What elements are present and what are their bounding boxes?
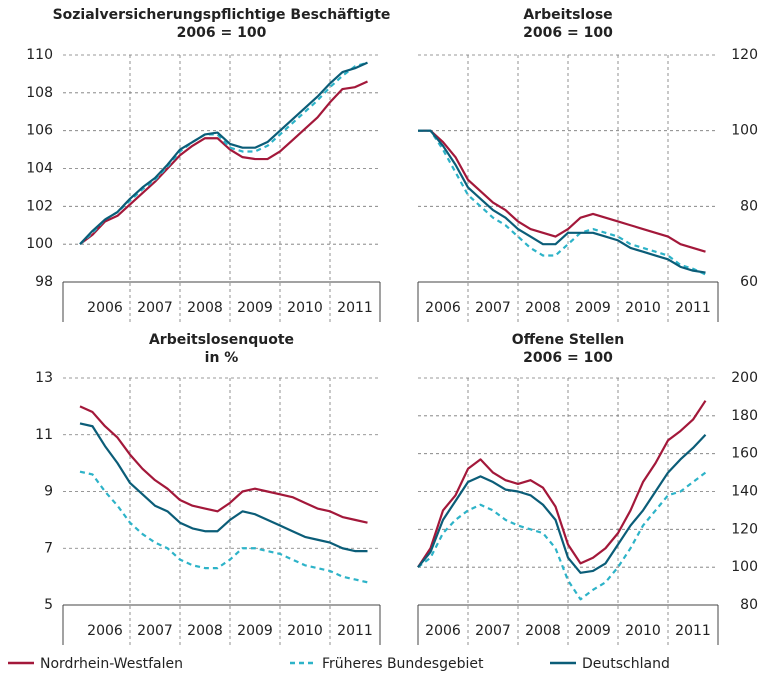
x-tick-label: 2009 xyxy=(575,623,611,639)
x-tick-label: 2011 xyxy=(675,623,711,639)
series-line xyxy=(79,422,368,553)
y-tick-label: 100 xyxy=(731,123,758,139)
x-tick-label: 2009 xyxy=(237,623,273,639)
y-tick-label: 180 xyxy=(731,408,758,424)
series-line xyxy=(418,129,706,274)
x-tick-label: 2006 xyxy=(87,300,123,316)
x-tick-label: 2010 xyxy=(287,623,323,639)
series-line xyxy=(417,471,707,601)
y-tick-label: 104 xyxy=(26,161,53,177)
x-tick-label: 2007 xyxy=(475,300,511,316)
y-tick-label: 7 xyxy=(44,540,53,556)
y-tick-label: 98 xyxy=(35,274,53,290)
y-tick-label: 80 xyxy=(740,198,758,214)
legend-label: Nordrhein-Westfalen xyxy=(40,656,183,672)
x-tick-label: 2011 xyxy=(337,300,373,316)
chart-title: Arbeitslosenquote xyxy=(149,332,294,348)
x-tick-label: 2008 xyxy=(525,623,561,639)
y-tick-label: 9 xyxy=(44,484,53,500)
series-line xyxy=(79,405,368,524)
x-tick-label: 2008 xyxy=(525,300,561,316)
x-tick-label: 2007 xyxy=(475,623,511,639)
x-tick-label: 2008 xyxy=(187,300,223,316)
x-tick-label: 2007 xyxy=(137,300,173,316)
chart-subtitle: 2006 = 100 xyxy=(523,25,613,41)
y-tick-label: 13 xyxy=(35,370,53,386)
series-line xyxy=(79,61,368,245)
y-tick-label: 80 xyxy=(740,597,758,613)
chart-subtitle: 2006 = 100 xyxy=(523,350,613,366)
x-tick-label: 2010 xyxy=(625,300,661,316)
series-line xyxy=(418,129,706,276)
chart-title: Offene Stellen xyxy=(512,332,624,348)
chart-subtitle: in % xyxy=(205,350,239,366)
x-tick-label: 2010 xyxy=(625,623,661,639)
chart-title: Arbeitslose xyxy=(523,7,612,23)
y-tick-label: 110 xyxy=(26,47,53,63)
series-line xyxy=(79,80,368,246)
y-tick-label: 108 xyxy=(26,85,53,101)
series-line xyxy=(417,400,707,568)
series-line xyxy=(418,129,706,253)
series-line xyxy=(79,470,368,584)
x-tick-label: 2006 xyxy=(425,300,461,316)
y-tick-label: 5 xyxy=(44,597,53,613)
x-tick-label: 2008 xyxy=(187,623,223,639)
x-tick-label: 2006 xyxy=(425,623,461,639)
legend-label: Früheres Bundesgebiet xyxy=(322,656,484,672)
chart-subtitle: 2006 = 100 xyxy=(177,25,267,41)
x-tick-label: 2011 xyxy=(675,300,711,316)
x-tick-label: 2009 xyxy=(575,300,611,316)
x-tick-label: 2007 xyxy=(137,623,173,639)
x-tick-label: 2011 xyxy=(337,623,373,639)
y-tick-label: 100 xyxy=(26,236,53,252)
y-tick-label: 60 xyxy=(740,274,758,290)
x-tick-label: 2006 xyxy=(87,623,123,639)
y-tick-label: 160 xyxy=(731,446,758,462)
y-tick-label: 102 xyxy=(26,198,53,214)
x-tick-label: 2009 xyxy=(237,300,273,316)
legend-label: Deutschland xyxy=(582,656,670,672)
series-line xyxy=(417,433,707,574)
x-tick-label: 2010 xyxy=(287,300,323,316)
y-tick-label: 11 xyxy=(35,427,53,443)
y-tick-label: 106 xyxy=(26,123,53,139)
y-tick-label: 200 xyxy=(731,370,758,386)
y-tick-label: 140 xyxy=(731,484,758,500)
y-tick-label: 120 xyxy=(731,47,758,63)
chart-title: Sozialversicherungspflichtige Beschäftig… xyxy=(53,7,391,23)
y-tick-label: 120 xyxy=(731,521,758,537)
y-tick-label: 100 xyxy=(731,559,758,575)
